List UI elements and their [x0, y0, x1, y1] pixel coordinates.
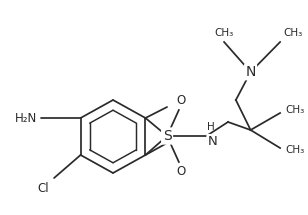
Text: O: O	[176, 94, 185, 107]
Text: Cl: Cl	[38, 182, 49, 195]
Text: CH₃: CH₃	[283, 28, 302, 38]
Text: N: N	[245, 65, 256, 79]
Text: H₂N: H₂N	[15, 112, 37, 124]
Text: H: H	[207, 122, 215, 132]
Text: S: S	[163, 129, 172, 143]
Text: O: O	[176, 165, 185, 178]
Text: CH₃: CH₃	[285, 105, 304, 115]
Text: CH₃: CH₃	[214, 28, 234, 38]
Text: N: N	[207, 135, 217, 148]
Text: CH₃: CH₃	[285, 145, 304, 155]
